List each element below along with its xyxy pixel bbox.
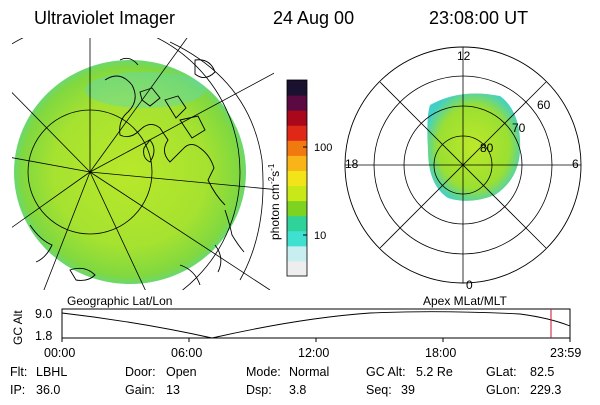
timeline-ylabel: GC Alt: [11, 310, 25, 345]
info-row-2: IP: 36.0 Gain: 13 Dsp: 3.8 Seq: 39 GLon:…: [10, 383, 561, 397]
colorbar-segment: [287, 110, 307, 126]
glon-label: GLon:: [486, 383, 520, 397]
door-value: Open: [166, 365, 197, 379]
date-label: 24 Aug 00: [273, 8, 354, 28]
colorbar-segment: [287, 155, 307, 171]
colorbar-segment: [287, 230, 307, 247]
colorbar-segment: [287, 140, 307, 156]
gain-value: 13: [166, 383, 180, 397]
altitude-curve: [61, 311, 571, 339]
colorbar-segment: [287, 80, 307, 96]
mlt-label-12: 12: [457, 49, 471, 63]
mode-value: Normal: [289, 365, 329, 379]
colorbar-segment: [287, 245, 307, 262]
glon-value: 229.3: [530, 383, 561, 397]
seq-label: Seq:: [366, 383, 392, 397]
colorbar-tick-100: 100: [314, 142, 332, 154]
mlt-label-18: 18: [345, 157, 359, 171]
colorbar-segment: [287, 260, 307, 277]
glat-label: GLat:: [486, 365, 517, 379]
mlat-label-80: 80: [480, 141, 494, 155]
timeline-xtick-1200: 12:00: [298, 346, 329, 360]
gcalt-label: GC Alt:: [366, 365, 406, 379]
door-label: Door:: [125, 365, 156, 379]
colorbar-segment: [287, 185, 307, 202]
timeline-xtick-2359: 23:59: [550, 346, 581, 360]
polar-grid: [345, 47, 581, 283]
colorbar-unit-label: photon cm-2s-1: [267, 163, 282, 240]
dsp-label: Dsp:: [246, 383, 272, 397]
time-label: 23:08:00 UT: [429, 8, 528, 28]
flt-value: LBHL: [36, 365, 67, 379]
geographic-caption: Geographic Lat/Lon: [67, 294, 172, 308]
colorbar-segment: [287, 125, 307, 141]
mlat-label-70: 70: [512, 121, 526, 135]
timeline-ytick-max: 9.0: [35, 307, 52, 321]
latlon-grid: [12, 38, 274, 290]
gcalt-value: 5.2 Re: [416, 365, 453, 379]
ip-label: IP:: [10, 383, 25, 397]
mlt-label-0: 0: [466, 278, 473, 292]
timeline-xtick-0600: 06:00: [171, 346, 202, 360]
mode-label: Mode:: [246, 365, 281, 379]
mlt-label-6: 6: [572, 157, 579, 171]
mlat-mlt-polar-plot: 12 18 6 0 60 70 80: [344, 46, 582, 292]
intensity-colorbar: [286, 79, 308, 277]
apex-caption: Apex MLat/MLT: [423, 294, 507, 308]
timeline-xtick-1800: 18:00: [425, 346, 456, 360]
geographic-image-panel: [12, 38, 274, 290]
info-row-1: Flt: LBHL Door: Open Mode: Normal GC Alt…: [10, 365, 554, 379]
colorbar-segment: [287, 95, 307, 111]
auroral-oval-image: [427, 93, 521, 201]
colorbar-segment: [287, 170, 307, 187]
auroral-emission-image: [14, 60, 246, 284]
coastlines: [29, 57, 245, 286]
colorbar-frame: [286, 79, 308, 277]
colorbar-tick-10: 10: [314, 230, 326, 242]
timeline-xtick-0000: 00:00: [44, 346, 75, 360]
colorbar-segment: [287, 215, 307, 232]
ip-value: 36.0: [36, 383, 60, 397]
dsp-value: 3.8: [289, 383, 306, 397]
timeline-ytick-min: 1.8: [35, 329, 52, 343]
mlat-label-60: 60: [537, 98, 551, 112]
instrument-title: Ultraviolet Imager: [34, 8, 175, 28]
colorbar-segment: [287, 200, 307, 217]
seq-value: 39: [401, 383, 415, 397]
glat-value: 82.5: [530, 365, 554, 379]
gain-label: Gain:: [125, 383, 155, 397]
orbit-altitude-timeline: [61, 308, 571, 342]
flt-label: Flt:: [10, 365, 27, 379]
